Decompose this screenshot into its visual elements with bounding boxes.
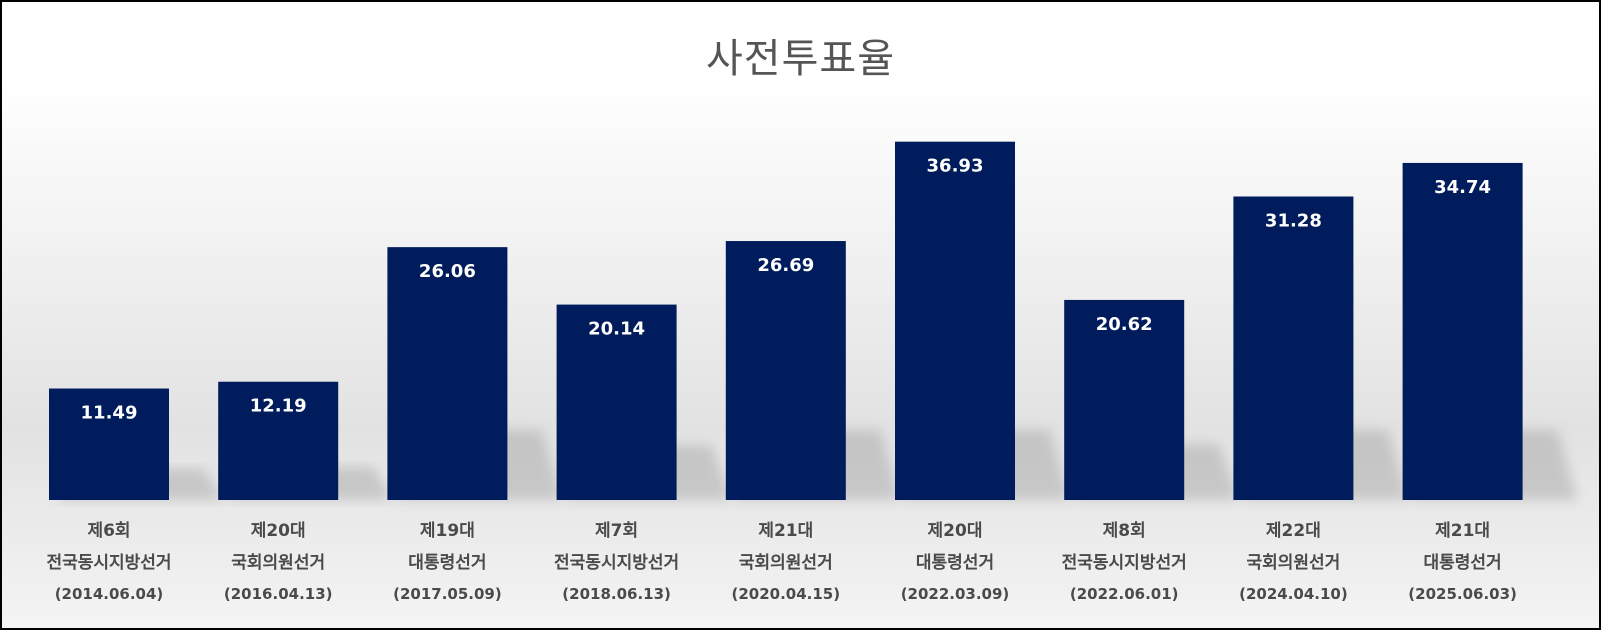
category-label: 제8회	[1103, 521, 1146, 541]
bar	[49, 388, 169, 500]
bar	[1402, 162, 1523, 500]
category-label: 전국동시지방선거	[554, 553, 679, 573]
bar	[1233, 196, 1354, 501]
category-label: 국회의원선거	[231, 553, 325, 573]
data-label: 20.14	[588, 319, 645, 340]
bar	[387, 247, 508, 500]
bar	[218, 381, 339, 500]
data-label: 12.19	[250, 396, 307, 417]
category-date-label: (2022.03.09)	[901, 585, 1010, 603]
bar	[556, 304, 677, 500]
category-date-label: (2018.06.13)	[562, 585, 671, 603]
category-label: 제7회	[595, 521, 638, 541]
category-label: 제21대	[1435, 521, 1490, 541]
bar	[725, 241, 846, 501]
data-label: 26.06	[419, 261, 476, 282]
category-date-label: (2025.06.03)	[1408, 585, 1517, 603]
category-label: 제20대	[928, 521, 983, 541]
category-label: 제19대	[420, 521, 475, 541]
category-label: 대통령선거	[1423, 552, 1501, 573]
category-date-label: (2022.06.01)	[1070, 585, 1179, 603]
category-label: 제21대	[758, 521, 813, 541]
data-label: 36.93	[927, 156, 984, 177]
bar	[895, 141, 1015, 500]
chart-title: 사전투표율	[706, 36, 895, 82]
category-date-label: (2020.04.15)	[731, 585, 840, 603]
category-label: 제20대	[251, 521, 306, 541]
category-label: 제6회	[87, 521, 130, 541]
data-label: 34.74	[1434, 177, 1491, 198]
category-date-label: (2024.04.10)	[1239, 585, 1348, 603]
category-label: 전국동시지방선거	[46, 553, 171, 573]
category-label: 전국동시지방선거	[1062, 553, 1187, 573]
data-label: 31.28	[1265, 210, 1322, 231]
category-label: 대통령선거	[408, 552, 486, 573]
category-label: 국회의원선거	[739, 553, 833, 573]
category-label: 대통령선거	[916, 552, 994, 573]
category-label: 국회의원선거	[1246, 553, 1340, 573]
category-label: 제22대	[1266, 521, 1321, 541]
category-date-label: (2016.04.13)	[224, 585, 333, 603]
bar	[1064, 299, 1185, 500]
category-date-label: (2017.05.09)	[393, 585, 502, 603]
data-label: 20.62	[1096, 314, 1153, 335]
data-label: 26.69	[757, 255, 814, 276]
category-date-label: (2014.06.04)	[55, 585, 164, 603]
data-label: 11.49	[81, 403, 138, 424]
